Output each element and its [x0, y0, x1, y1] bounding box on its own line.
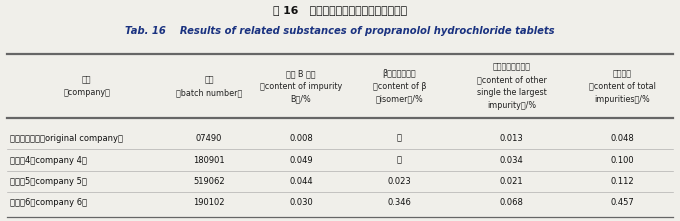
Text: 杂质 B 含量: 杂质 B 含量 — [286, 69, 316, 78]
Text: 表 16   盐酸普萘洛尔片有关物质测定结果: 表 16 盐酸普萘洛尔片有关物质测定结果 — [273, 5, 407, 15]
Text: 0.008: 0.008 — [289, 134, 313, 143]
Text: 参比制剂企业（original company）: 参比制剂企业（original company） — [10, 134, 123, 143]
Text: 批号: 批号 — [205, 75, 214, 84]
Text: 190102: 190102 — [193, 198, 225, 207]
Text: β－异构体含量: β－异构体含量 — [383, 69, 416, 78]
Text: 0.346: 0.346 — [388, 198, 411, 207]
Text: 0.112: 0.112 — [611, 177, 634, 186]
Text: impurities）/%: impurities）/% — [594, 95, 650, 103]
Text: 0.023: 0.023 — [388, 177, 411, 186]
Text: Tab. 16    Results of related substances of propranolol hydrochloride tablets: Tab. 16 Results of related substances of… — [125, 26, 555, 36]
Text: 企业－6（company 6）: 企业－6（company 6） — [10, 198, 87, 207]
Text: 0.068: 0.068 — [500, 198, 524, 207]
Text: 0.030: 0.030 — [289, 198, 313, 207]
Text: 180901: 180901 — [193, 156, 225, 165]
Text: 企业－4（company 4）: 企业－4（company 4） — [10, 156, 87, 165]
Text: single the largest: single the largest — [477, 88, 547, 97]
Text: －: － — [397, 156, 402, 165]
Text: 企业: 企业 — [82, 75, 91, 84]
Text: 0.049: 0.049 — [289, 156, 313, 165]
Text: （content of other: （content of other — [477, 75, 547, 84]
Text: 0.034: 0.034 — [500, 156, 524, 165]
Text: 519062: 519062 — [193, 177, 225, 186]
Text: （batch number）: （batch number） — [176, 88, 242, 97]
Text: B）/%: B）/% — [290, 95, 311, 103]
Text: 0.457: 0.457 — [611, 198, 634, 207]
Text: （content of β: （content of β — [373, 82, 426, 91]
Text: 0.048: 0.048 — [611, 134, 634, 143]
Text: （company）: （company） — [63, 88, 110, 97]
Text: 0.013: 0.013 — [500, 134, 524, 143]
Text: 07490: 07490 — [196, 134, 222, 143]
Text: 其他最大杂质含量: 其他最大杂质含量 — [493, 63, 530, 71]
Text: －isomer）/%: －isomer）/% — [375, 95, 424, 103]
Text: （content of total: （content of total — [589, 82, 656, 91]
Text: －: － — [397, 134, 402, 143]
Text: 0.044: 0.044 — [289, 177, 313, 186]
Text: impurity）/%: impurity）/% — [487, 101, 537, 110]
Text: 杂质总量: 杂质总量 — [613, 69, 632, 78]
Text: （content of impurity: （content of impurity — [260, 82, 342, 91]
Text: 0.021: 0.021 — [500, 177, 524, 186]
Text: 企业－5（company 5）: 企业－5（company 5） — [10, 177, 87, 186]
Text: 0.100: 0.100 — [611, 156, 634, 165]
